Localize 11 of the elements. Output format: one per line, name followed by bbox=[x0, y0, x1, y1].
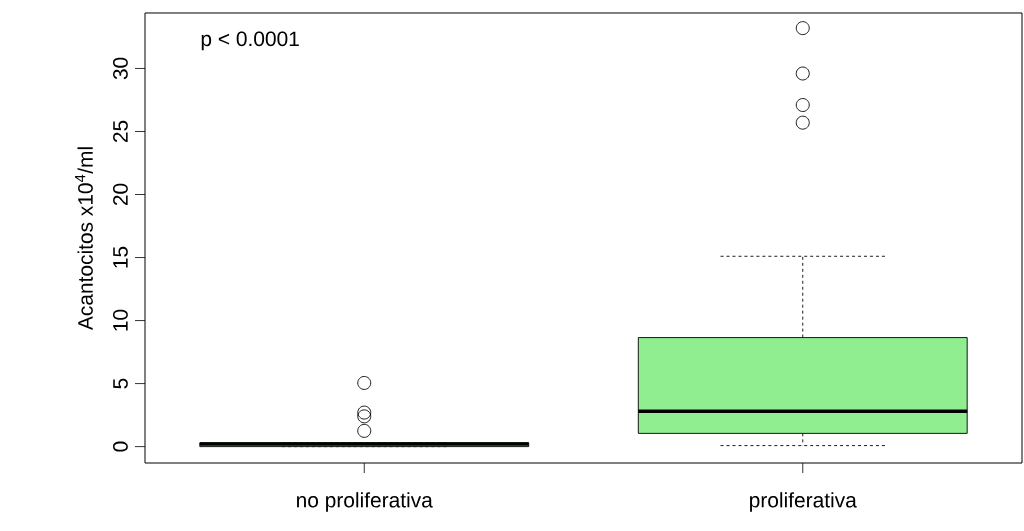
annotation: p < 0.0001 bbox=[201, 31, 299, 51]
y-tick-label: 0 bbox=[113, 441, 128, 452]
y-tick-label: 15 bbox=[113, 246, 128, 268]
y-tick-label: 10 bbox=[113, 309, 128, 331]
x-tick-label: proliferativa bbox=[750, 492, 857, 512]
y-tick-label: 5 bbox=[113, 378, 128, 389]
y-tick-label: 30 bbox=[113, 57, 128, 80]
y-tick-label: 20 bbox=[113, 183, 128, 206]
x-tick-label: no proliferativa bbox=[297, 492, 433, 512]
y-tick-label: 25 bbox=[113, 120, 128, 143]
y-axis-title: Acantocitos x10$^{4}$/ml bbox=[75, 147, 93, 331]
